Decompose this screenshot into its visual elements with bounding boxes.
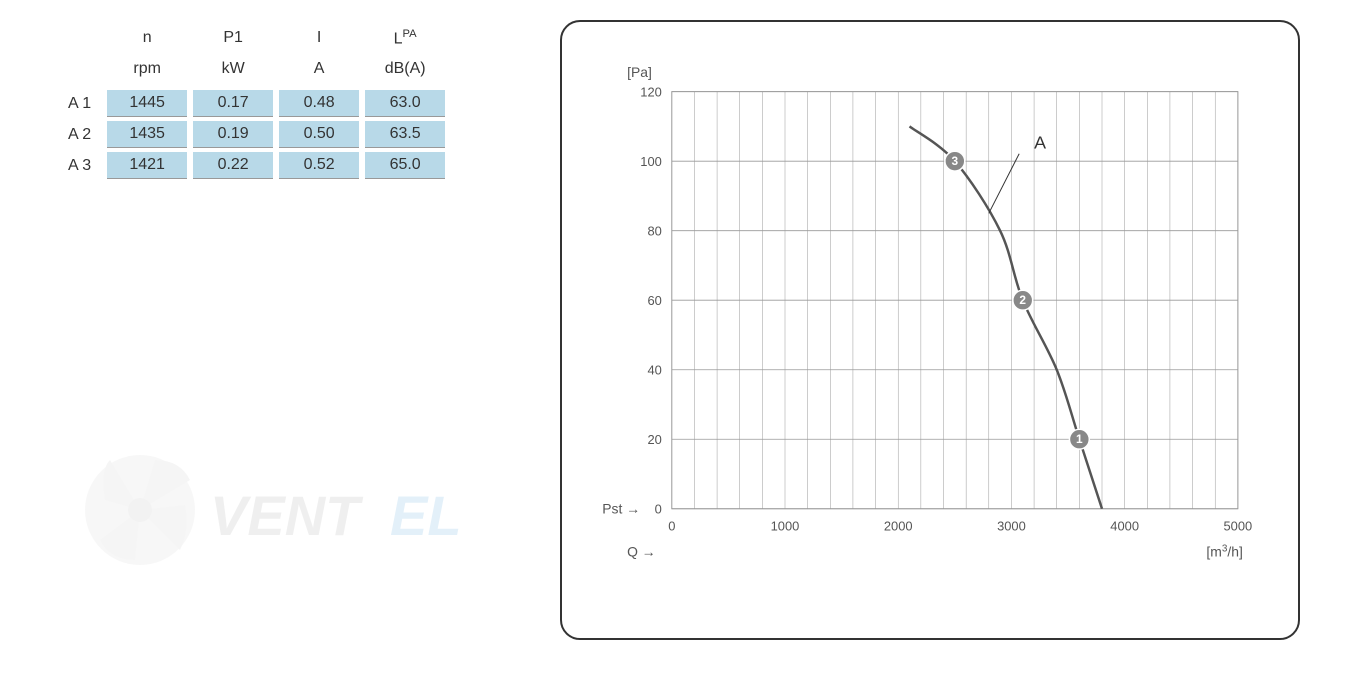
cell-lpa: 63.5 xyxy=(365,121,445,148)
curve-label: A xyxy=(1034,133,1046,153)
x-tick-label: 2000 xyxy=(884,519,913,534)
col-header-n: n xyxy=(107,24,187,52)
performance-chart: 0 20 40 60 80 100 120 [Pa] Pst → 0 1000 2000 3000 400… xyxy=(582,42,1278,618)
y-tick-label: 80 xyxy=(648,224,662,239)
header-row: n P1 I LPA xyxy=(56,24,445,52)
y-tick-label: 40 xyxy=(648,363,662,378)
fan-icon xyxy=(85,455,195,565)
col-header-lpa: LPA xyxy=(365,24,445,52)
y-axis-label: Pst → xyxy=(602,501,640,517)
unit-i: A xyxy=(279,56,359,86)
marker-point: 3 xyxy=(945,151,965,171)
marker-point: 1 xyxy=(1069,429,1089,449)
cell-p1: 0.22 xyxy=(193,152,273,179)
y-tick-label: 120 xyxy=(640,85,662,100)
svg-text:2: 2 xyxy=(1019,293,1026,307)
data-table-panel: n P1 I LPA rpm kW A dB(A) A 1 1445 0.17 … xyxy=(20,20,520,640)
x-tick-label: 0 xyxy=(668,519,675,534)
unit-lpa: dB(A) xyxy=(365,56,445,86)
table-row: A 1 1445 0.17 0.48 63.0 xyxy=(56,90,445,117)
y-tick-label: 20 xyxy=(648,432,662,447)
y-tick-label: 0 xyxy=(655,502,662,517)
performance-table: n P1 I LPA rpm kW A dB(A) A 1 1445 0.17 … xyxy=(50,20,451,183)
svg-text:EL: EL xyxy=(390,484,462,547)
svg-text:1: 1 xyxy=(1076,432,1083,446)
unit-n: rpm xyxy=(107,56,187,86)
row-label: A 1 xyxy=(56,90,101,117)
svg-text:VENT: VENT xyxy=(210,484,364,547)
svg-text:3: 3 xyxy=(952,154,959,168)
x-tick-label: 3000 xyxy=(997,519,1026,534)
x-tick-label: 5000 xyxy=(1224,519,1253,534)
x-tick-label: 4000 xyxy=(1110,519,1139,534)
unit-row: rpm kW A dB(A) xyxy=(56,56,445,86)
table-row: A 2 1435 0.19 0.50 63.5 xyxy=(56,121,445,148)
x-tick-label: 1000 xyxy=(771,519,800,534)
cell-lpa: 65.0 xyxy=(365,152,445,179)
cell-p1: 0.19 xyxy=(193,121,273,148)
marker-point: 2 xyxy=(1013,290,1033,310)
x-axis-unit-label: [m3/h] xyxy=(1206,543,1242,559)
y-tick-label: 100 xyxy=(640,154,662,169)
col-header-i: I xyxy=(279,24,359,52)
table-row: A 3 1421 0.22 0.52 65.0 xyxy=(56,152,445,179)
cell-n: 1421 xyxy=(107,152,187,179)
cell-p1: 0.17 xyxy=(193,90,273,117)
y-tick-label: 60 xyxy=(648,293,662,308)
row-label: A 2 xyxy=(56,121,101,148)
cell-i: 0.48 xyxy=(279,90,359,117)
cell-i: 0.52 xyxy=(279,152,359,179)
annotation-line xyxy=(989,154,1019,214)
unit-p1: kW xyxy=(193,56,273,86)
y-axis-unit-label: [Pa] xyxy=(627,64,652,80)
cell-lpa: 63.0 xyxy=(365,90,445,117)
cell-i: 0.50 xyxy=(279,121,359,148)
curve-a xyxy=(910,126,1102,508)
row-label: A 3 xyxy=(56,152,101,179)
watermark-logo: VENT EL xyxy=(80,400,500,605)
cell-n: 1435 xyxy=(107,121,187,148)
col-header-p1: P1 xyxy=(193,24,273,52)
x-axis-label: Q → xyxy=(627,543,656,559)
chart-container: 0 20 40 60 80 100 120 [Pa] Pst → 0 1000 2000 3000 400… xyxy=(560,20,1300,640)
cell-n: 1445 xyxy=(107,90,187,117)
